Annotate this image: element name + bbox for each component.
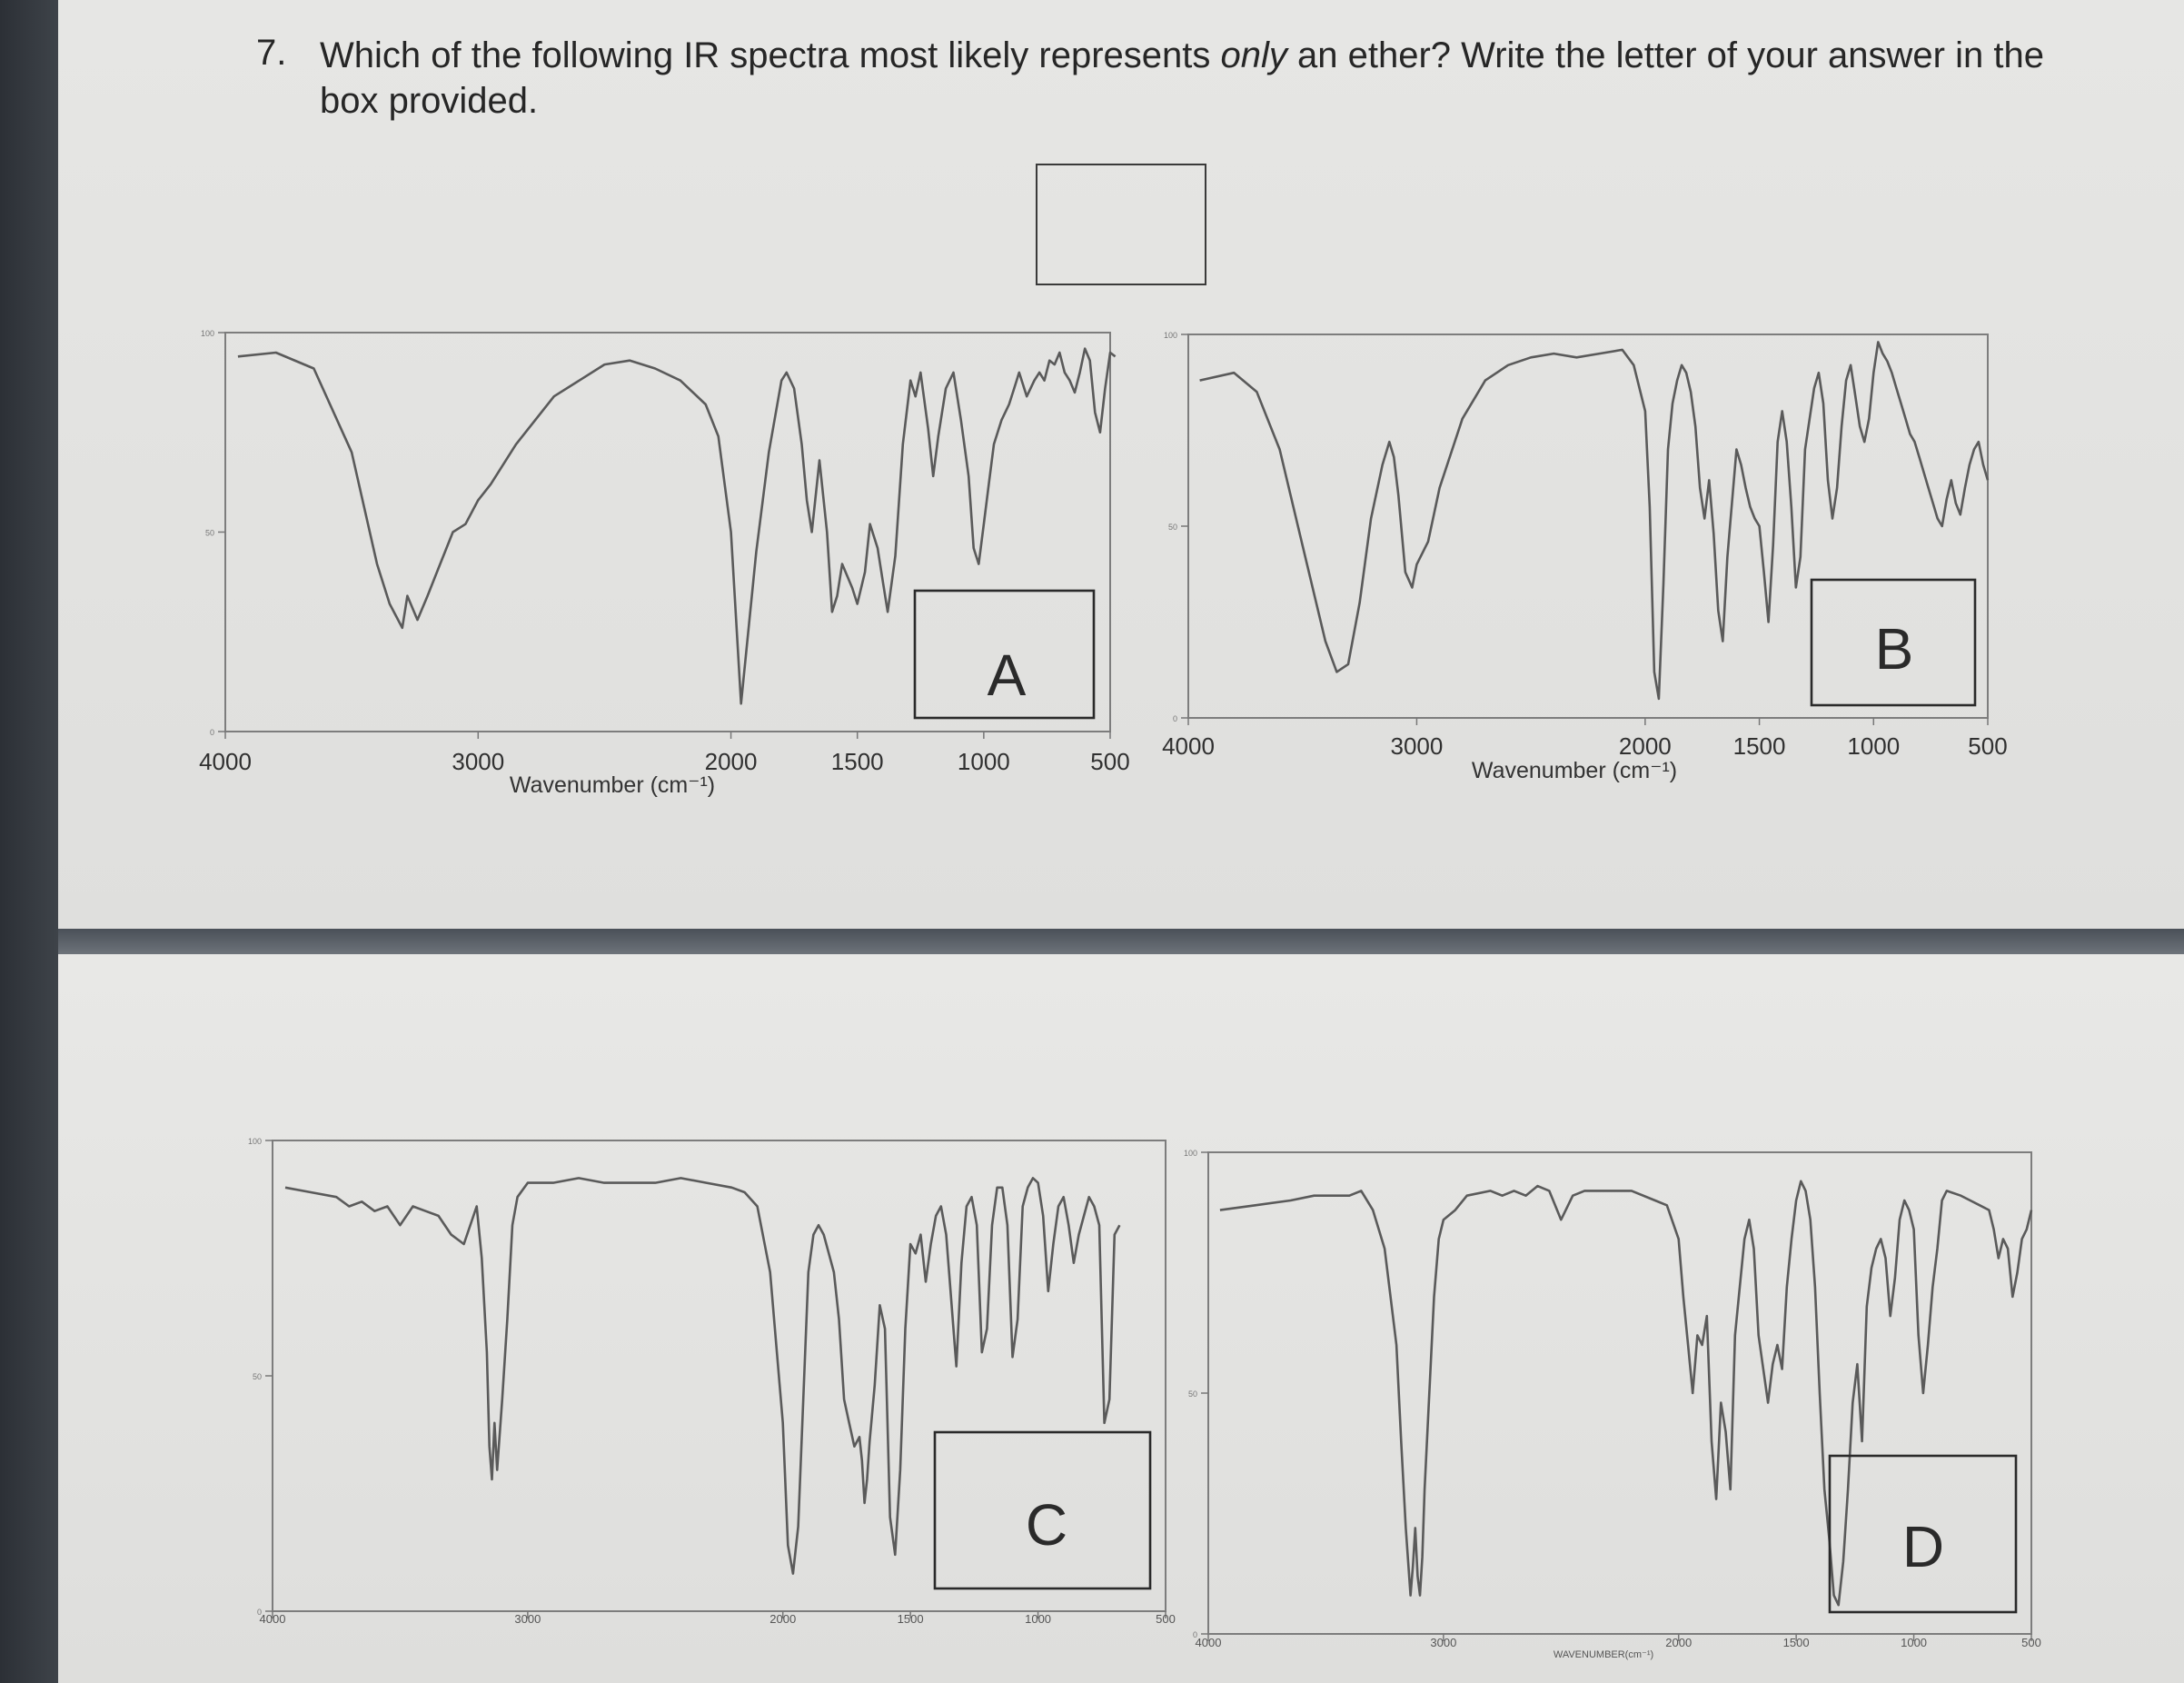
- x-tick-label: 4000: [1162, 732, 1215, 760]
- x-tick-label: 3000: [1430, 1636, 1456, 1649]
- page-seam: [58, 929, 2184, 954]
- x-tick-label: 2000: [705, 748, 758, 775]
- x-tick-label: 3000: [514, 1612, 541, 1626]
- label-box: [1828, 1454, 2018, 1614]
- label-box: [913, 589, 1096, 720]
- y-tick-label: 50: [253, 1372, 262, 1381]
- x-tick-label: 4000: [260, 1612, 286, 1626]
- x-axis-label: Wavenumber (cm⁻¹): [1472, 758, 1677, 783]
- x-tick-label: 4000: [1196, 1636, 1222, 1649]
- y-tick-label: 100: [1184, 1149, 1197, 1158]
- x-tick-label: 500: [2021, 1636, 2041, 1649]
- y-tick-label: 100: [248, 1137, 262, 1146]
- spectrum-line: [284, 1177, 1121, 1575]
- x-tick-label: 500: [1090, 748, 1129, 775]
- question-text: Which of the following IR spectra most l…: [320, 33, 2091, 124]
- x-tick-label: 1000: [1025, 1612, 1051, 1626]
- x-tick-label: 4000: [199, 748, 252, 775]
- x-tick-label: 1500: [831, 748, 884, 775]
- spectrum-letter: B: [1875, 616, 1914, 682]
- spectrum-letter: D: [1902, 1514, 1944, 1579]
- spectrum-line: [237, 347, 1117, 705]
- label-box: [933, 1430, 1152, 1590]
- x-axis-label: WAVENUMBER(cm⁻¹): [1554, 1649, 1653, 1660]
- x-tick-label: 2000: [1665, 1636, 1692, 1649]
- spectrum-letter: C: [1026, 1492, 1067, 1558]
- x-tick-label: 1500: [1733, 732, 1786, 760]
- x-tick-label: 500: [1156, 1612, 1176, 1626]
- x-tick-label: 1500: [898, 1612, 924, 1626]
- x-tick-label: 3000: [452, 748, 504, 775]
- y-tick-label: 0: [257, 1608, 262, 1617]
- y-tick-label: 50: [1168, 523, 1177, 532]
- spectrum-line: [1219, 1180, 2033, 1607]
- y-tick-label: 0: [1173, 714, 1177, 723]
- y-tick-label: 0: [210, 728, 214, 737]
- x-tick-label: 3000: [1391, 732, 1444, 760]
- x-tick-label: 1500: [1783, 1636, 1810, 1649]
- y-tick-label: 100: [1164, 331, 1177, 340]
- question-emphasis: only: [1220, 35, 1287, 75]
- x-tick-label: 1000: [958, 748, 1010, 775]
- plot-frame: [224, 332, 1111, 732]
- question-text-after: an ether? Write the letter of your answe…: [320, 35, 2044, 121]
- y-tick-label: 0: [1193, 1630, 1197, 1639]
- x-tick-label: 2000: [1619, 732, 1672, 760]
- worksheet-top: [58, 0, 2184, 929]
- label-box: [1810, 578, 1977, 707]
- y-tick-label: 50: [205, 529, 214, 538]
- y-tick-label: 100: [201, 329, 214, 338]
- screen-edge: [0, 0, 58, 1683]
- x-tick-label: 2000: [769, 1612, 796, 1626]
- x-axis-label: Wavenumber (cm⁻¹): [510, 772, 715, 798]
- question-number: 7.: [256, 33, 287, 73]
- answer-box[interactable]: [1036, 164, 1206, 285]
- x-tick-label: 1000: [1847, 732, 1900, 760]
- spectrum-letter: A: [988, 642, 1027, 708]
- x-tick-label: 1000: [1901, 1636, 1927, 1649]
- y-tick-label: 50: [1188, 1389, 1197, 1399]
- question-text-before: Which of the following IR spectra most l…: [320, 35, 1221, 75]
- spectrum-line: [1199, 341, 1990, 701]
- x-tick-label: 500: [1968, 732, 2007, 760]
- plot-frame: [1187, 334, 1989, 719]
